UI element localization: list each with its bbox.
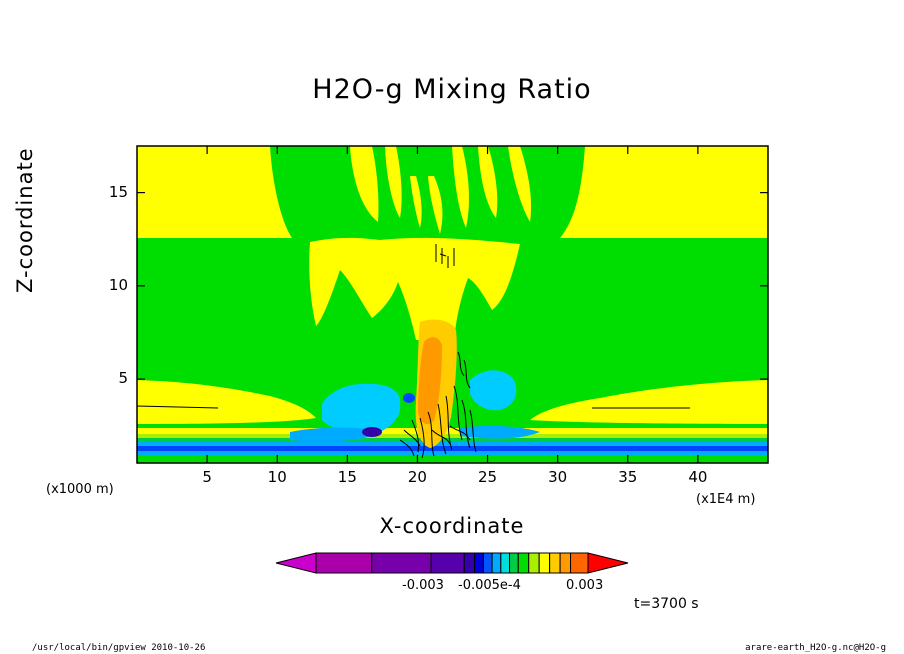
upper-left-moist bbox=[137, 146, 292, 238]
layer-green bbox=[137, 438, 768, 442]
streak-5 bbox=[452, 146, 469, 228]
core-inner bbox=[418, 337, 442, 425]
y-axis-label: Z-coordinate bbox=[13, 147, 38, 293]
x-tick-label: 15 bbox=[337, 468, 357, 486]
layer-bottom bbox=[137, 455, 768, 463]
streak-4 bbox=[428, 176, 443, 234]
layer-cyan bbox=[137, 442, 768, 446]
colorbar-min-arrow bbox=[275, 552, 317, 574]
x-tick-label: 10 bbox=[267, 468, 287, 486]
colorbar bbox=[275, 552, 629, 574]
plot-frame bbox=[136, 145, 769, 464]
x-tick-label: 20 bbox=[407, 468, 427, 486]
x-multiplier-label: (x1E4 m) bbox=[696, 492, 756, 507]
upper-right-moist bbox=[560, 146, 768, 238]
footer-right: arare-earth_H2O-g.nc@H2O-g bbox=[745, 643, 886, 653]
colorbar-swatch bbox=[528, 552, 540, 574]
colorbar-swatch bbox=[500, 552, 511, 574]
colorbar-label-2: -0.005e-4 bbox=[458, 578, 521, 593]
colorbar-swatch bbox=[570, 552, 589, 574]
colorbar-swatch bbox=[538, 552, 551, 574]
time-label: t=3700 s bbox=[634, 596, 699, 612]
colorbar-swatch bbox=[474, 552, 484, 574]
colorbar-swatch bbox=[463, 552, 476, 574]
layer-lime bbox=[137, 434, 768, 438]
dry-low-left bbox=[290, 427, 380, 442]
streak-2 bbox=[385, 146, 402, 218]
colorbar-swatch bbox=[491, 552, 502, 574]
colorbar-swatch bbox=[549, 552, 561, 574]
x-axis-label: X-coordinate bbox=[379, 514, 525, 538]
colorbar-label-3: 0.003 bbox=[566, 578, 604, 593]
dry-right bbox=[470, 370, 517, 411]
contour-lines bbox=[137, 244, 690, 459]
dry-left bbox=[322, 383, 401, 434]
dry-core-2 bbox=[362, 427, 382, 437]
colorbar-max-arrow bbox=[587, 552, 629, 574]
y-tick-label: 10 bbox=[108, 275, 128, 294]
x-tick-label: 25 bbox=[478, 468, 498, 486]
y-tick-label: 5 bbox=[118, 369, 128, 388]
streak-1 bbox=[350, 146, 379, 222]
x-tick-label: 40 bbox=[688, 468, 708, 486]
streak-3 bbox=[410, 176, 422, 228]
footer-left: /usr/local/bin/gpview 2010-10-26 bbox=[32, 643, 206, 653]
x-axis-ticks bbox=[206, 146, 699, 463]
chart-title: H2O-g Mixing Ratio bbox=[312, 74, 592, 105]
colorbar-swatch bbox=[509, 552, 519, 574]
colorbar-label-1: -0.003 bbox=[402, 578, 444, 593]
dry-low-right bbox=[460, 425, 540, 439]
x-tick-label: 5 bbox=[202, 468, 212, 486]
colorbar-swatch bbox=[315, 552, 373, 574]
low-right-moist bbox=[530, 380, 768, 424]
dry-core bbox=[403, 393, 415, 403]
layer-cyan-2 bbox=[137, 451, 768, 455]
low-left-moist bbox=[137, 380, 316, 424]
y-tick-label: 15 bbox=[108, 182, 128, 201]
streak-7 bbox=[508, 146, 532, 222]
x-unit-label: (x1000 m) bbox=[46, 482, 114, 497]
colorbar-swatch bbox=[482, 552, 493, 574]
colorbar-swatch bbox=[430, 552, 465, 574]
streak-6 bbox=[478, 146, 498, 218]
x-tick-label: 30 bbox=[548, 468, 568, 486]
colorbar-swatch bbox=[517, 552, 530, 574]
layer-blue bbox=[137, 446, 768, 451]
colorbar-swatch bbox=[559, 552, 572, 574]
colorbar-swatch bbox=[371, 552, 432, 574]
contour-field bbox=[137, 146, 768, 463]
anvil-moist bbox=[309, 237, 520, 340]
y-axis-ticks bbox=[137, 192, 768, 380]
layer-yellow bbox=[137, 428, 768, 434]
x-tick-label: 35 bbox=[618, 468, 638, 486]
